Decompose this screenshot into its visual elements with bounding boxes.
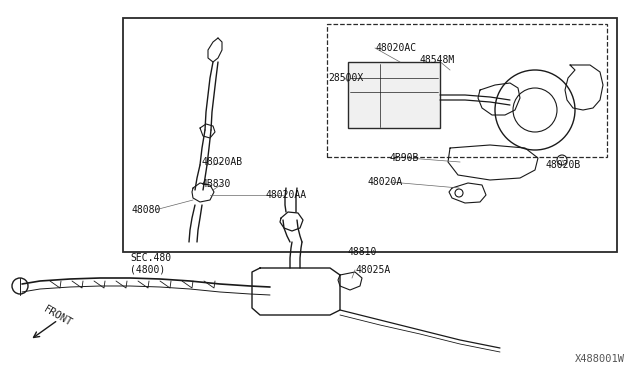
Bar (123, 18, 617, 252)
Bar (327, 24, 607, 157)
Text: 4B90B: 4B90B (390, 153, 419, 163)
Text: 48548M: 48548M (420, 55, 455, 65)
Text: 48020AA: 48020AA (265, 190, 306, 200)
Text: SEC.480: SEC.480 (130, 253, 171, 263)
Text: 48020B: 48020B (545, 160, 580, 170)
Text: 48020AC: 48020AC (375, 43, 416, 53)
Text: 48025A: 48025A (355, 265, 390, 275)
Text: 48020A: 48020A (368, 177, 403, 187)
Text: 48810: 48810 (348, 247, 378, 257)
Text: 48080: 48080 (132, 205, 161, 215)
Text: FRONT: FRONT (42, 304, 74, 328)
Text: X488001W: X488001W (575, 354, 625, 364)
Text: 48020AB: 48020AB (202, 157, 243, 167)
Bar (348, 62, 440, 128)
Text: 4B830: 4B830 (202, 179, 232, 189)
Text: 28500X: 28500X (328, 73, 364, 83)
Text: (4800): (4800) (130, 265, 165, 275)
